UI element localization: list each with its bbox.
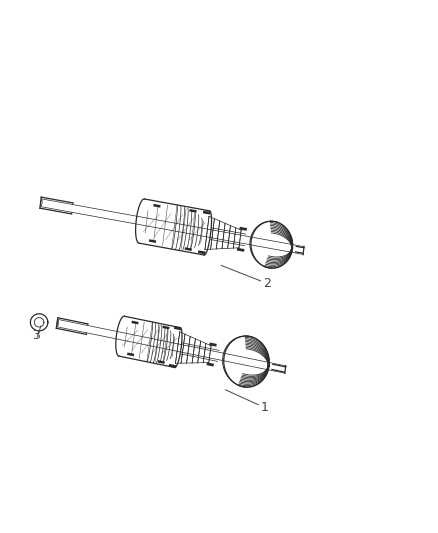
Text: 3: 3 [32, 329, 40, 342]
Text: 2: 2 [263, 277, 271, 290]
Text: 1: 1 [261, 401, 268, 414]
